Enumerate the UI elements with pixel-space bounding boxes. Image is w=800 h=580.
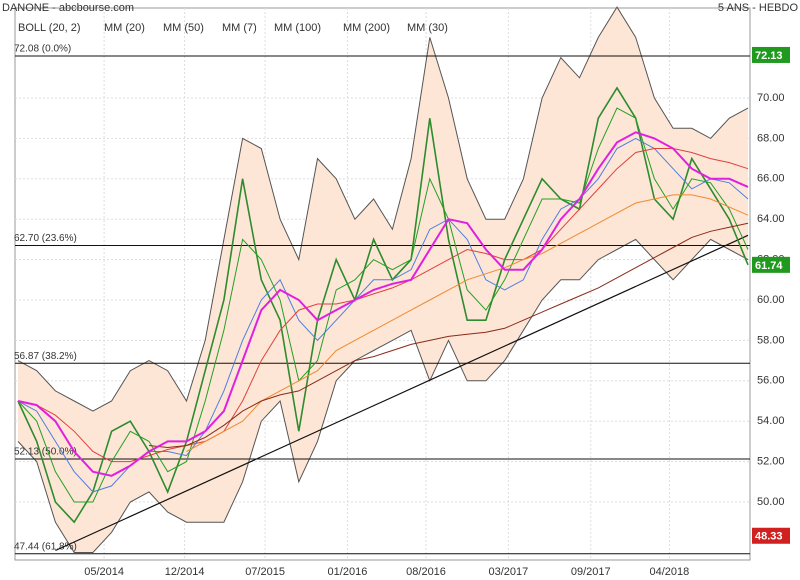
moving-average [186,194,749,452]
legend-entry: BOLL (20, 2) [18,22,81,34]
x-tick-label: 04/2018 [650,566,690,578]
y-tick-label: 50.00 [757,496,785,508]
moving-average [148,222,749,449]
legend-entry: MM (200) [343,22,390,34]
y-tick-label: 56.00 [757,375,785,387]
y-tick-label: 58.00 [757,334,785,346]
legend-entry: MM (7) [222,22,257,34]
price-tag-label: 61.74 [755,260,783,272]
level-label: 72.08 (0.0%) [14,44,71,55]
x-tick-label: 05/2014 [84,566,124,578]
x-tick-label: 07/2015 [245,566,285,578]
y-tick-label: 54.00 [757,415,785,427]
y-tick-label: 68.00 [757,132,785,144]
x-tick-label: 03/2017 [489,566,529,578]
y-tick-label: 70.00 [757,92,785,104]
chart-subtitle: 5 ANS - HEBDO [718,2,799,14]
x-tick-label: 12/2014 [165,566,205,578]
price-tag [752,46,790,63]
legend-entry: MM (30) [407,22,448,34]
price-tag [752,527,790,544]
level-label: 52.13 (50.0%) [14,447,77,458]
y-tick-label: 52.00 [757,456,785,468]
price-tag-label: 72.13 [755,50,783,62]
x-tick-label: 08/2016 [406,566,446,578]
level-label: 62.70 (23.6%) [14,233,77,244]
y-tick-label: 64.00 [757,213,785,225]
level-label: 47.44 (61.8%) [14,541,77,552]
bollinger-lower [17,238,749,553]
level-label: 56.87 (38.2%) [14,351,77,362]
legend-entry: MM (20) [104,22,145,34]
x-tick-label: 01/2016 [328,566,368,578]
bollinger-upper [17,6,749,412]
moving-average [17,131,749,477]
y-tick-label: 60.00 [757,294,785,306]
y-tick-label: 66.00 [757,173,785,185]
legend-entry: MM (100) [274,22,321,34]
chart-title: DANONE - abcbourse.com [2,2,134,14]
x-tick-label: 09/2017 [571,566,611,578]
moving-average [17,107,749,503]
trendline [55,234,749,552]
price-tag-label: 48.33 [755,531,783,543]
price-tag [752,256,790,273]
legend-entry: MM (50) [163,22,204,34]
